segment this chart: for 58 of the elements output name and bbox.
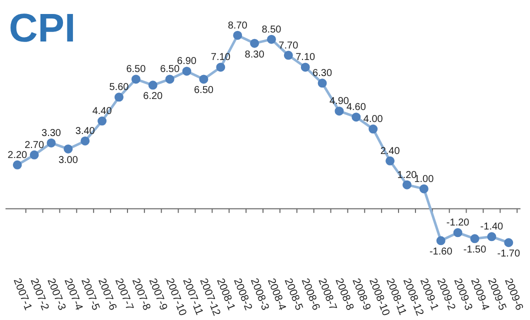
data-label: -1.20 xyxy=(446,218,470,229)
data-label: 7.10 xyxy=(210,52,231,64)
data-label: 4.60 xyxy=(346,102,366,114)
data-label: 6.50 xyxy=(160,64,180,76)
point xyxy=(250,38,260,48)
point xyxy=(504,238,514,248)
point xyxy=(436,236,446,246)
point xyxy=(114,92,124,102)
point xyxy=(165,74,174,84)
point xyxy=(131,74,140,84)
point xyxy=(470,234,480,244)
point xyxy=(386,156,395,166)
point xyxy=(182,66,192,76)
data-label: -1.50 xyxy=(463,244,487,256)
point xyxy=(487,232,496,242)
point xyxy=(334,106,344,116)
point xyxy=(352,112,361,122)
point xyxy=(12,160,22,170)
point xyxy=(300,62,310,72)
point xyxy=(318,78,327,88)
point xyxy=(266,34,276,44)
point xyxy=(368,124,378,134)
point xyxy=(148,80,158,90)
data-label: 2.70 xyxy=(24,140,44,151)
point xyxy=(80,136,90,146)
point xyxy=(199,74,208,84)
data-label: 3.00 xyxy=(58,154,78,166)
point xyxy=(30,150,39,160)
data-label: 6.30 xyxy=(312,68,332,80)
point xyxy=(64,144,73,154)
point xyxy=(402,180,412,190)
data-label: 2.20 xyxy=(8,150,28,161)
chart-title: CPI xyxy=(8,6,76,51)
point xyxy=(419,184,428,194)
data-label: 7.70 xyxy=(278,40,299,52)
data-label: 4.00 xyxy=(363,114,384,126)
data-label: 3.40 xyxy=(75,126,96,137)
data-label: -1.40 xyxy=(480,222,504,233)
data-label: 4.40 xyxy=(92,106,112,118)
data-label: -1.60 xyxy=(429,246,453,258)
data-label: 8.70 xyxy=(228,20,248,32)
data-label: 8.30 xyxy=(244,49,265,60)
data-label: 6.20 xyxy=(143,91,164,102)
data-label: 6.50 xyxy=(194,85,214,96)
data-label: 1.20 xyxy=(397,170,418,181)
data-label: 6.50 xyxy=(126,64,146,76)
data-label: -1.70 xyxy=(497,248,520,260)
point xyxy=(453,228,462,238)
data-label: 2.40 xyxy=(380,146,400,157)
point xyxy=(284,50,293,60)
point xyxy=(216,62,226,72)
data-label: 3.30 xyxy=(42,128,62,139)
data-label: 7.10 xyxy=(296,52,316,64)
point xyxy=(98,116,107,126)
data-label: 8.50 xyxy=(262,24,282,36)
point xyxy=(233,30,242,40)
data-label: 5.60 xyxy=(109,82,130,94)
point xyxy=(46,138,56,148)
